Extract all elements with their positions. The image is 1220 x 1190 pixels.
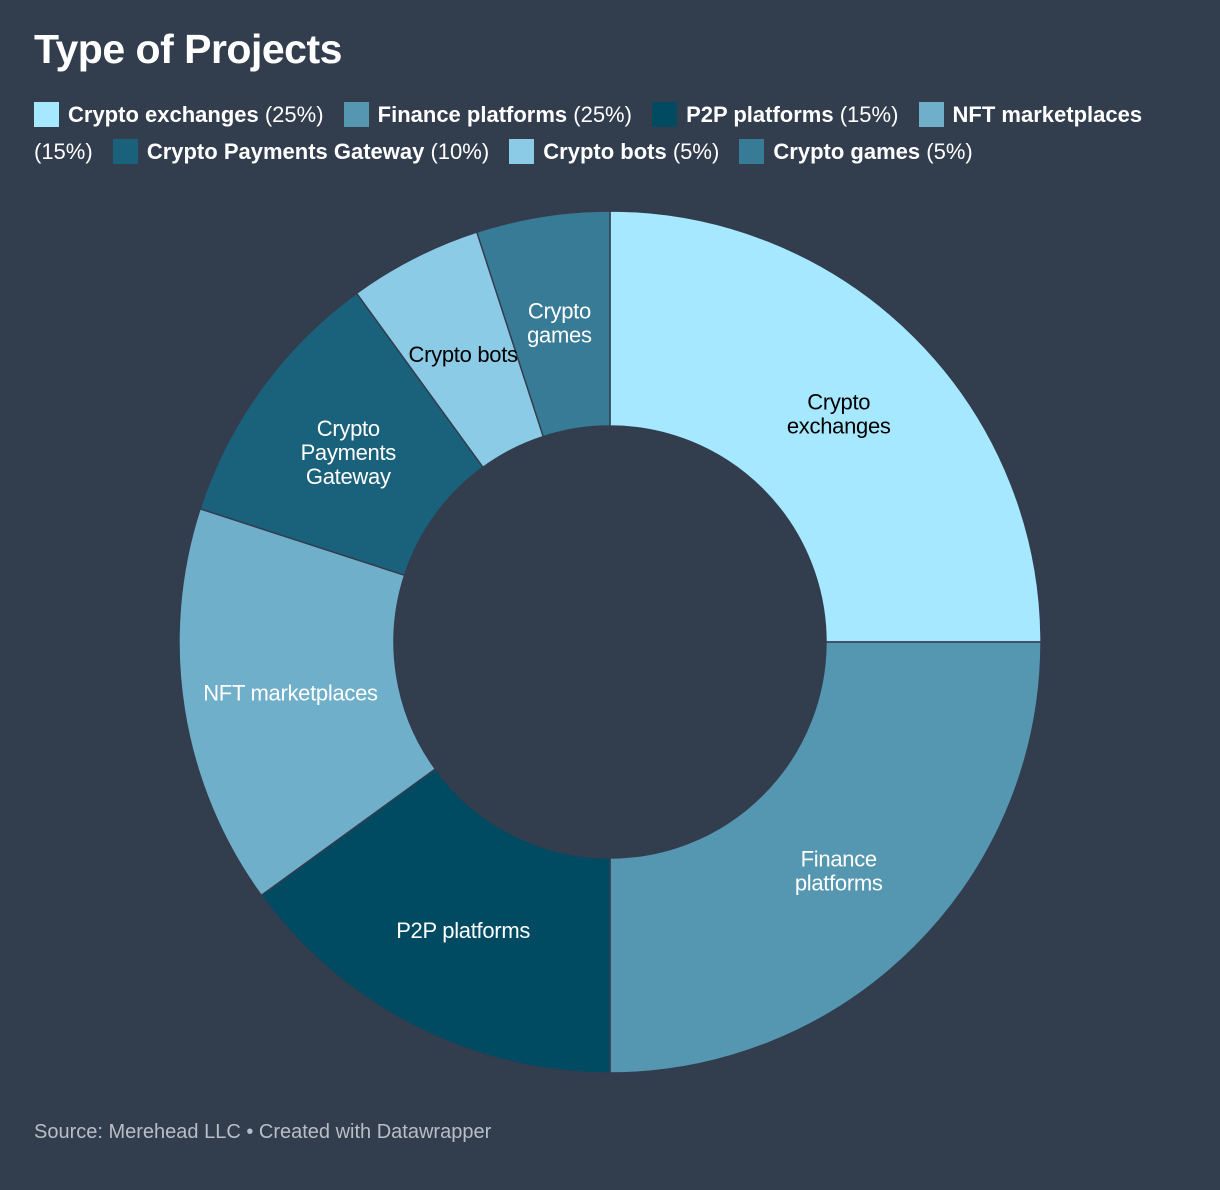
legend-item-crypto-exchanges: Crypto exchanges (25%): [34, 102, 324, 127]
legend-value: (25%): [567, 102, 632, 127]
chart-title: Type of Projects: [34, 26, 342, 72]
legend-item-nft-marketplaces: NFT marketplaces (15%): [34, 102, 1142, 164]
legend-value: (15%): [34, 139, 93, 164]
legend-item-crypto-games: Crypto games (5%): [739, 139, 973, 164]
legend-label: Finance platforms: [377, 102, 568, 127]
legend-value: (5%): [920, 139, 973, 164]
legend-item-crypto-payments-gateway: Crypto Payments Gateway (10%): [112, 139, 490, 164]
legend-value: (15%): [833, 102, 899, 127]
slice-label-crypto-bots: Crypto bots: [409, 342, 518, 367]
slice-label-finance-platforms: Finance platforms: [795, 847, 883, 896]
legend-swatch: [343, 102, 369, 127]
legend-label: P2P platforms: [686, 102, 834, 127]
legend-item-finance-platforms: Finance platforms (25%): [343, 102, 632, 127]
slice-label-nft-marketplaces: NFT marketplaces: [203, 681, 378, 706]
slice-label-p2p-platforms: P2P platforms: [396, 918, 530, 943]
source-note: Source: Merehead LLC • Created with Data…: [34, 1121, 492, 1143]
slice-crypto-games: [475, 210, 611, 438]
slice-label-crypto-exchanges: Crypto exchanges: [787, 389, 891, 438]
legend-label: Crypto Payments Gateway: [146, 139, 425, 164]
legend-swatch: [739, 139, 765, 164]
slice-label-crypto-games: Crypto games: [527, 298, 592, 347]
legend-value: (25%): [258, 102, 324, 127]
legend-label: Crypto exchanges: [68, 102, 259, 127]
legend-item-crypto-bots: Crypto bots (5%): [509, 139, 719, 164]
slice-label-crypto-payments-gateway: Crypto Payments Gateway: [301, 416, 397, 489]
legend-swatch: [112, 139, 138, 164]
legend-swatch: [509, 139, 535, 164]
slice-crypto-exchanges: [609, 210, 1042, 643]
legend-label: Crypto bots: [543, 139, 667, 164]
legend-swatch: [918, 102, 944, 127]
slice-p2p-platforms: [260, 767, 611, 1074]
chart-legend: Crypto exchanges (25%) Finance platforms…: [34, 96, 1194, 170]
slice-nft-marketplaces: [178, 507, 437, 897]
legend-label: NFT marketplaces: [952, 102, 1143, 127]
legend-swatch: [652, 102, 678, 127]
legend-value: (10%): [424, 139, 490, 164]
legend-label: Crypto games: [773, 139, 921, 164]
legend-swatch: [34, 102, 59, 127]
legend-item-p2p-platforms: P2P platforms (15%): [652, 102, 898, 127]
slice-finance-platforms: [609, 641, 1042, 1074]
legend-value: (5%): [666, 139, 720, 164]
